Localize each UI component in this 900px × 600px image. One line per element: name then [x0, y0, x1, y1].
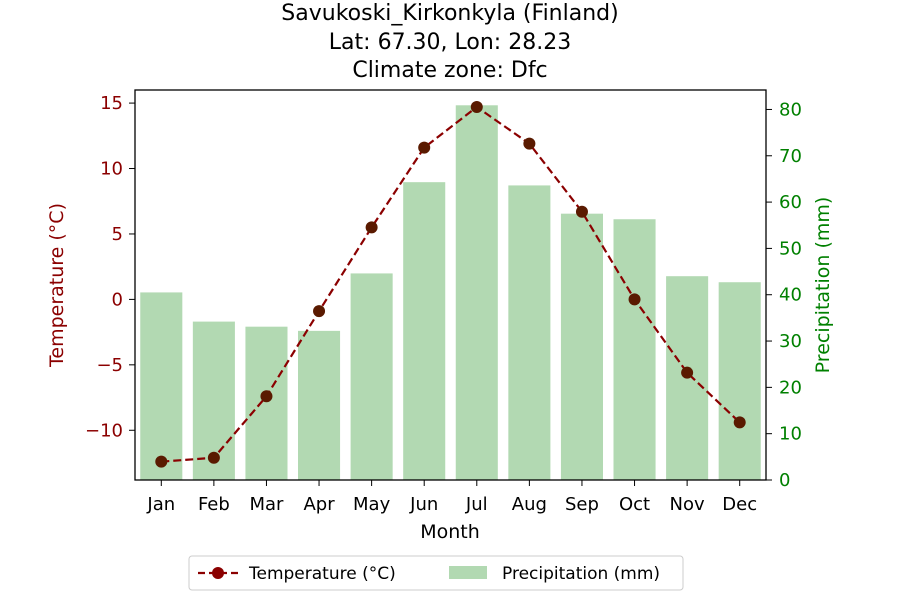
precipitation-bar-jan	[140, 292, 183, 480]
temperature-point-sep	[575, 205, 588, 218]
x-tick-label: Jun	[409, 494, 438, 515]
y-right-tick-label: 40	[779, 285, 802, 306]
temperature-point-jan	[155, 455, 168, 468]
y-left-tick-label: 5	[112, 224, 123, 245]
x-tick-label: Sep	[565, 494, 599, 515]
legend: Temperature (°C) Precipitation (mm)	[188, 555, 684, 591]
temperature-line	[155, 101, 746, 468]
legend-precipitation-swatch	[449, 566, 487, 579]
precipitation-bars	[140, 105, 761, 480]
chart-title: Savukoski_Kirkonkyla (Finland) Lat: 67.3…	[281, 1, 618, 83]
temperature-point-apr	[313, 305, 326, 318]
x-tick-label: May	[353, 494, 391, 515]
y-right-tick-label: 60	[779, 192, 802, 213]
precipitation-bar-may	[350, 273, 393, 480]
x-tick-label: Jan	[146, 494, 175, 515]
y-axis-right-label: Precipitation (mm)	[812, 197, 834, 374]
plot-frame	[134, 89, 767, 481]
temperature-point-nov	[681, 366, 694, 379]
chart-title-line-1: Savukoski_Kirkonkyla (Finland)	[281, 1, 618, 26]
y-axis-left-label: Temperature (°C)	[46, 203, 68, 368]
y-axis-left: −10 −5 0 5 10 15	[85, 93, 135, 441]
x-tick-label: Feb	[198, 494, 230, 515]
legend-temperature-label: Temperature (°C)	[248, 564, 396, 584]
legend-precipitation-label: Precipitation (mm)	[502, 564, 660, 584]
precipitation-bar-dec	[718, 282, 761, 480]
chart-title-line-2: Lat: 67.30, Lon: 28.23	[329, 30, 571, 55]
y-left-tick-label: 10	[100, 159, 123, 180]
x-axis-label: Month	[420, 521, 480, 543]
chart-title-line-3: Climate zone: Dfc	[352, 58, 547, 83]
y-right-tick-label: 80	[779, 99, 802, 120]
y-right-tick-label: 70	[779, 146, 802, 167]
y-right-tick-label: 10	[779, 424, 802, 445]
precipitation-bar-mar	[245, 326, 288, 480]
temperature-point-may	[365, 221, 378, 234]
x-tick-label: Oct	[619, 494, 650, 515]
temperature-point-dec	[733, 416, 746, 429]
y-left-tick-label: 0	[112, 289, 123, 310]
precipitation-bar-aug	[508, 185, 551, 480]
precipitation-bar-sep	[560, 213, 603, 480]
x-tick-label: Dec	[722, 494, 757, 515]
legend-box	[188, 555, 684, 591]
y-axis-right: 0 10 20 30 40 50 60 70 80	[766, 99, 802, 491]
x-tick-label: Jul	[465, 494, 488, 515]
y-left-tick-label: 15	[100, 93, 123, 114]
temperature-point-oct	[628, 293, 641, 306]
precipitation-bar-jun	[403, 182, 446, 480]
precipitation-bar-jul	[455, 105, 498, 480]
y-left-tick-label: −5	[96, 355, 123, 376]
x-tick-label: Mar	[249, 494, 284, 515]
temperature-point-mar	[260, 390, 273, 403]
temperature-point-feb	[207, 451, 220, 464]
temperature-series-line	[161, 105, 741, 463]
x-tick-label: Aug	[512, 494, 547, 515]
temperature-point-aug	[523, 137, 536, 150]
legend-temperature-marker	[212, 567, 224, 579]
y-right-tick-label: 50	[779, 238, 802, 259]
y-right-tick-label: 0	[779, 470, 790, 491]
temperature-point-jul	[470, 101, 483, 114]
temperature-point-jun	[418, 141, 431, 154]
y-right-tick-label: 20	[779, 377, 802, 398]
y-right-tick-label: 30	[779, 331, 802, 352]
precipitation-bar-oct	[613, 219, 656, 480]
x-axis: Jan Feb Mar Apr May Jun Jul Aug Sep Oct Nov Dec	[146, 480, 757, 515]
x-tick-label: Apr	[303, 494, 335, 515]
precipitation-bar-apr	[298, 330, 341, 480]
x-tick-label: Nov	[670, 494, 705, 515]
y-left-tick-label: −10	[85, 420, 123, 441]
